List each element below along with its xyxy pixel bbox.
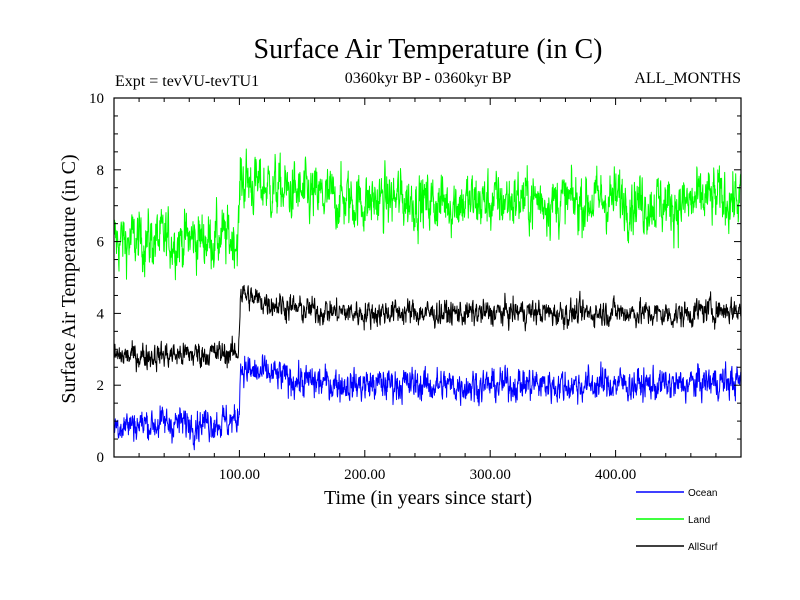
x-axis-label: Time (in years since start) bbox=[324, 487, 532, 509]
series-layer bbox=[113, 148, 742, 451]
x-tick-label: 200.00 bbox=[344, 467, 385, 483]
x-ticks: 100.00 200.00 300.00 400.00 bbox=[138, 98, 717, 483]
x-tick-label: 400.00 bbox=[595, 467, 636, 483]
experiment-label: Expt = tevVU-tevTU1 bbox=[115, 73, 259, 90]
chart-title: Surface Air Temperature (in C) bbox=[254, 34, 603, 65]
series-line-land bbox=[113, 148, 742, 281]
y-tick-label: 10 bbox=[89, 91, 104, 107]
y-tick-label: 4 bbox=[97, 306, 105, 322]
legend: Ocean Land AllSurf bbox=[636, 488, 718, 553]
x-tick-label: 300.00 bbox=[470, 467, 511, 483]
plot-frame bbox=[113, 97, 742, 458]
period-label: 0360kyr BP - 0360kyr BP bbox=[345, 70, 512, 87]
legend-label-land: Land bbox=[688, 515, 710, 526]
x-tick-label: 100.00 bbox=[219, 467, 260, 483]
y-tick-label: 6 bbox=[97, 235, 105, 251]
y-tick-label: 2 bbox=[97, 378, 105, 394]
series-line-ocean bbox=[113, 354, 742, 451]
y-axis-label: Surface Air Temperature (in C) bbox=[58, 154, 80, 403]
legend-label-allsurf: AllSurf bbox=[688, 542, 718, 553]
y-tick-label: 8 bbox=[97, 163, 105, 179]
y-ticks: 0 2 4 6 8 10 bbox=[89, 91, 741, 466]
y-tick-label: 0 bbox=[97, 450, 105, 466]
months-label: ALL_MONTHS bbox=[634, 70, 741, 87]
series-line-allsurf bbox=[113, 284, 742, 373]
legend-label-ocean: Ocean bbox=[688, 488, 717, 499]
